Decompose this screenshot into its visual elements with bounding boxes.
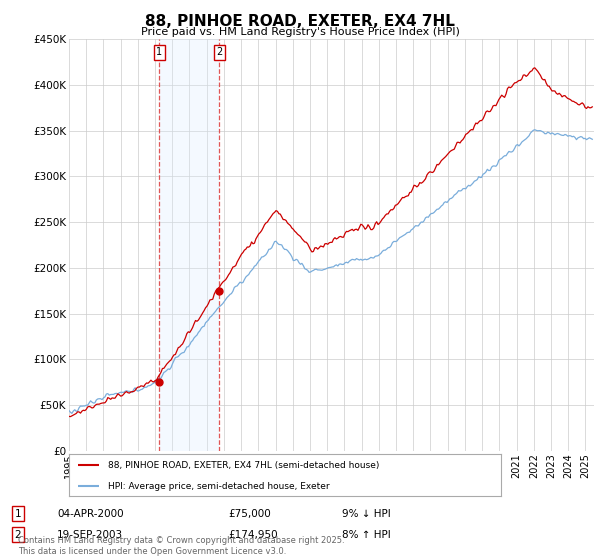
Text: 2: 2 — [216, 48, 222, 58]
Text: 8% ↑ HPI: 8% ↑ HPI — [342, 530, 391, 540]
Text: 88, PINHOE ROAD, EXETER, EX4 7HL: 88, PINHOE ROAD, EXETER, EX4 7HL — [145, 14, 455, 29]
Text: 9% ↓ HPI: 9% ↓ HPI — [342, 508, 391, 519]
Text: £174,950: £174,950 — [228, 530, 278, 540]
Text: 1: 1 — [157, 48, 163, 58]
Text: £75,000: £75,000 — [228, 508, 271, 519]
Text: 04-APR-2000: 04-APR-2000 — [57, 508, 124, 519]
Text: 1: 1 — [14, 508, 22, 519]
Bar — [160, 39, 219, 451]
Text: 88, PINHOE ROAD, EXETER, EX4 7HL (semi-detached house): 88, PINHOE ROAD, EXETER, EX4 7HL (semi-d… — [108, 461, 379, 470]
Text: HPI: Average price, semi-detached house, Exeter: HPI: Average price, semi-detached house,… — [108, 482, 329, 491]
Text: Contains HM Land Registry data © Crown copyright and database right 2025.
This d: Contains HM Land Registry data © Crown c… — [18, 536, 344, 556]
Text: Price paid vs. HM Land Registry's House Price Index (HPI): Price paid vs. HM Land Registry's House … — [140, 27, 460, 37]
Text: 2: 2 — [14, 530, 22, 540]
Text: 19-SEP-2003: 19-SEP-2003 — [57, 530, 123, 540]
